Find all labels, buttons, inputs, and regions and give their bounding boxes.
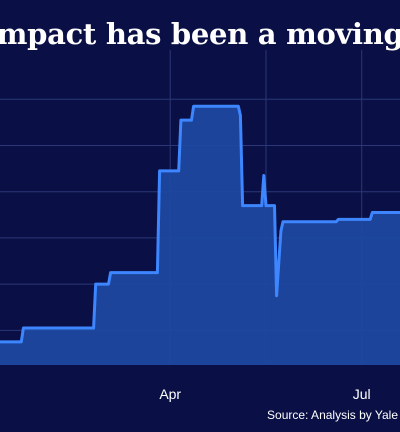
area-fill (0, 106, 400, 365)
chart-title: impact has been a moving (0, 17, 400, 51)
x-tick-label: Apr (159, 386, 181, 402)
x-tick-label: Jul (353, 386, 371, 402)
x-axis-tick-labels: Apr Jul (159, 386, 370, 402)
source-note: Source: Analysis by Yale (267, 408, 398, 422)
series-line (0, 104, 400, 344)
